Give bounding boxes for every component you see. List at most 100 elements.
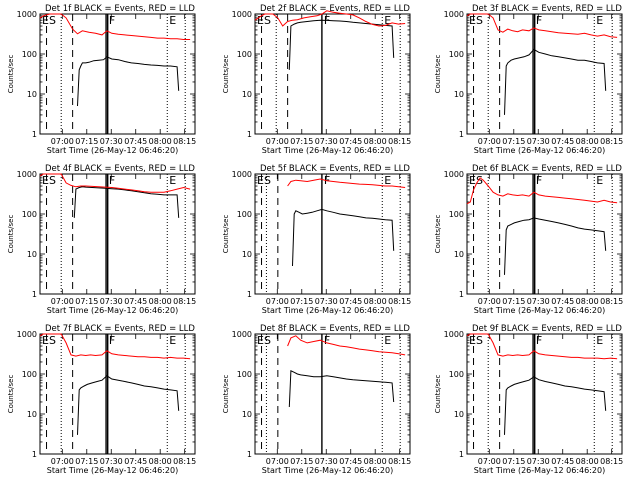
x-tick-label: 07:30 [527, 297, 550, 306]
y-tick-label: 10 [454, 410, 464, 419]
events-series-line [77, 375, 180, 435]
x-axis-label: Start Time (26-May-12 06:46:20) [262, 466, 393, 475]
y-tick-label: 1 [247, 130, 252, 139]
panel-title: Det 7f BLACK = Events, RED = LLD [45, 324, 195, 334]
plot-frame [39, 13, 196, 135]
y-axis-label: Counts/sec [7, 215, 15, 254]
y-tick-label: 10 [27, 410, 37, 419]
x-tick-label: 07:15 [290, 457, 313, 466]
detector-panel-1: Det 1f BLACK = Events, RED = LLD 1 10 100 10… [7, 4, 196, 155]
y-tick-label: 100 [237, 50, 252, 59]
detector-panel-6: Det 6f BLACK = Events, RED = LLD 1 10 100 10… [434, 164, 623, 315]
panel-title: Det 4f BLACK = Events, RED = LLD [45, 164, 195, 174]
lld-series-line [287, 335, 406, 356]
x-axis-label: Start Time (26-May-12 06:46:20) [474, 306, 605, 315]
x-tick-label: 08:00 [364, 457, 387, 466]
lld-series-line [39, 333, 191, 360]
y-tick-label: 100 [22, 370, 37, 379]
marker-e: E [384, 334, 391, 347]
x-tick-label: 08:00 [149, 457, 172, 466]
detector-panel-2: Det 2f BLACK = Events, RED = LLD 1 10 100 10… [222, 4, 411, 155]
x-tick-label: 07:45 [339, 457, 362, 466]
x-tick-label: 08:00 [576, 457, 599, 466]
y-axis-label: Counts/sec [434, 375, 442, 414]
y-tick-label: 10 [242, 90, 252, 99]
marker-es: ES [469, 334, 483, 347]
y-tick-label: 1 [32, 130, 37, 139]
lld-series-line [466, 13, 618, 38]
marker-e: E [169, 174, 176, 187]
plot-frame [466, 333, 623, 455]
x-tick-label: 07:30 [527, 137, 550, 146]
x-tick-label: 08:15 [173, 297, 196, 306]
lld-series-line [39, 173, 191, 193]
marker-e: E [169, 14, 176, 27]
x-tick-label: 07:00 [51, 297, 74, 306]
y-axis-label: Counts/sec [434, 55, 442, 94]
x-tick-label: 08:00 [576, 297, 599, 306]
panel-title: Det 2f BLACK = Events, RED = LLD [260, 4, 410, 14]
x-tick-label: 08:15 [173, 457, 196, 466]
x-tick-label: 07:30 [100, 137, 123, 146]
x-tick-label: 07:15 [502, 297, 525, 306]
x-tick-label: 07:00 [266, 297, 289, 306]
plot-frame [254, 173, 411, 295]
detector-panel-5: Det 5f BLACK = Events, RED = LLD 1 10 100 10… [222, 164, 411, 315]
y-tick-label: 1 [459, 290, 464, 299]
marker-e: E [384, 14, 391, 27]
panel-title: Det 9f BLACK = Events, RED = LLD [472, 324, 622, 334]
y-tick-label: 100 [449, 370, 464, 379]
lld-series-line [39, 13, 191, 40]
y-axis-label: Counts/sec [434, 215, 442, 254]
x-tick-label: 07:45 [339, 297, 362, 306]
y-tick-label: 100 [22, 50, 37, 59]
panel-title: Det 1f BLACK = Events, RED = LLD [45, 4, 195, 14]
y-tick-label: 100 [449, 210, 464, 219]
y-tick-label: 1000 [17, 330, 37, 339]
x-tick-label: 07:00 [478, 297, 501, 306]
y-tick-label: 100 [449, 50, 464, 59]
events-series-line [73, 186, 180, 218]
y-axis-label: Counts/sec [222, 375, 230, 414]
y-tick-label: 1000 [444, 330, 464, 339]
x-tick-label: 07:45 [124, 137, 147, 146]
marker-e: E [596, 174, 603, 187]
panel-title: Det 6f BLACK = Events, RED = LLD [472, 164, 622, 174]
marker-f: F [536, 174, 542, 187]
events-series-line [292, 208, 395, 267]
y-axis-label: Counts/sec [7, 375, 15, 414]
marker-es: ES [257, 334, 271, 347]
y-tick-label: 10 [242, 410, 252, 419]
marker-f: F [536, 334, 542, 347]
y-tick-label: 1000 [232, 330, 252, 339]
x-tick-label: 08:15 [388, 297, 411, 306]
y-tick-label: 1 [32, 290, 37, 299]
panel-title: Det 3f BLACK = Events, RED = LLD [472, 4, 622, 14]
marker-es: ES [469, 14, 483, 27]
x-tick-label: 07:30 [315, 457, 338, 466]
plot-frame [254, 13, 411, 135]
y-tick-label: 10 [242, 250, 252, 259]
lld-series-line [287, 178, 406, 188]
plot-frame [466, 13, 623, 135]
y-tick-label: 100 [237, 210, 252, 219]
events-series-line [504, 48, 607, 115]
x-tick-label: 07:45 [551, 457, 574, 466]
marker-es: ES [42, 14, 56, 27]
x-tick-label: 07:45 [124, 297, 147, 306]
marker-es: ES [257, 14, 271, 27]
y-tick-label: 10 [454, 250, 464, 259]
x-tick-label: 07:15 [502, 137, 525, 146]
detector-panel-7: Det 7f BLACK = Events, RED = LLD 1 10 100 10… [7, 324, 196, 475]
marker-f: F [109, 334, 115, 347]
marker-es: ES [257, 174, 271, 187]
x-tick-label: 07:00 [51, 457, 74, 466]
x-tick-label: 07:15 [290, 137, 313, 146]
plot-frame [466, 173, 623, 295]
panel-title: Det 5f BLACK = Events, RED = LLD [260, 164, 410, 174]
marker-e: E [596, 14, 603, 27]
x-axis-label: Start Time (26-May-12 06:46:20) [474, 466, 605, 475]
x-tick-label: 07:30 [100, 297, 123, 306]
plot-frame [39, 333, 196, 455]
